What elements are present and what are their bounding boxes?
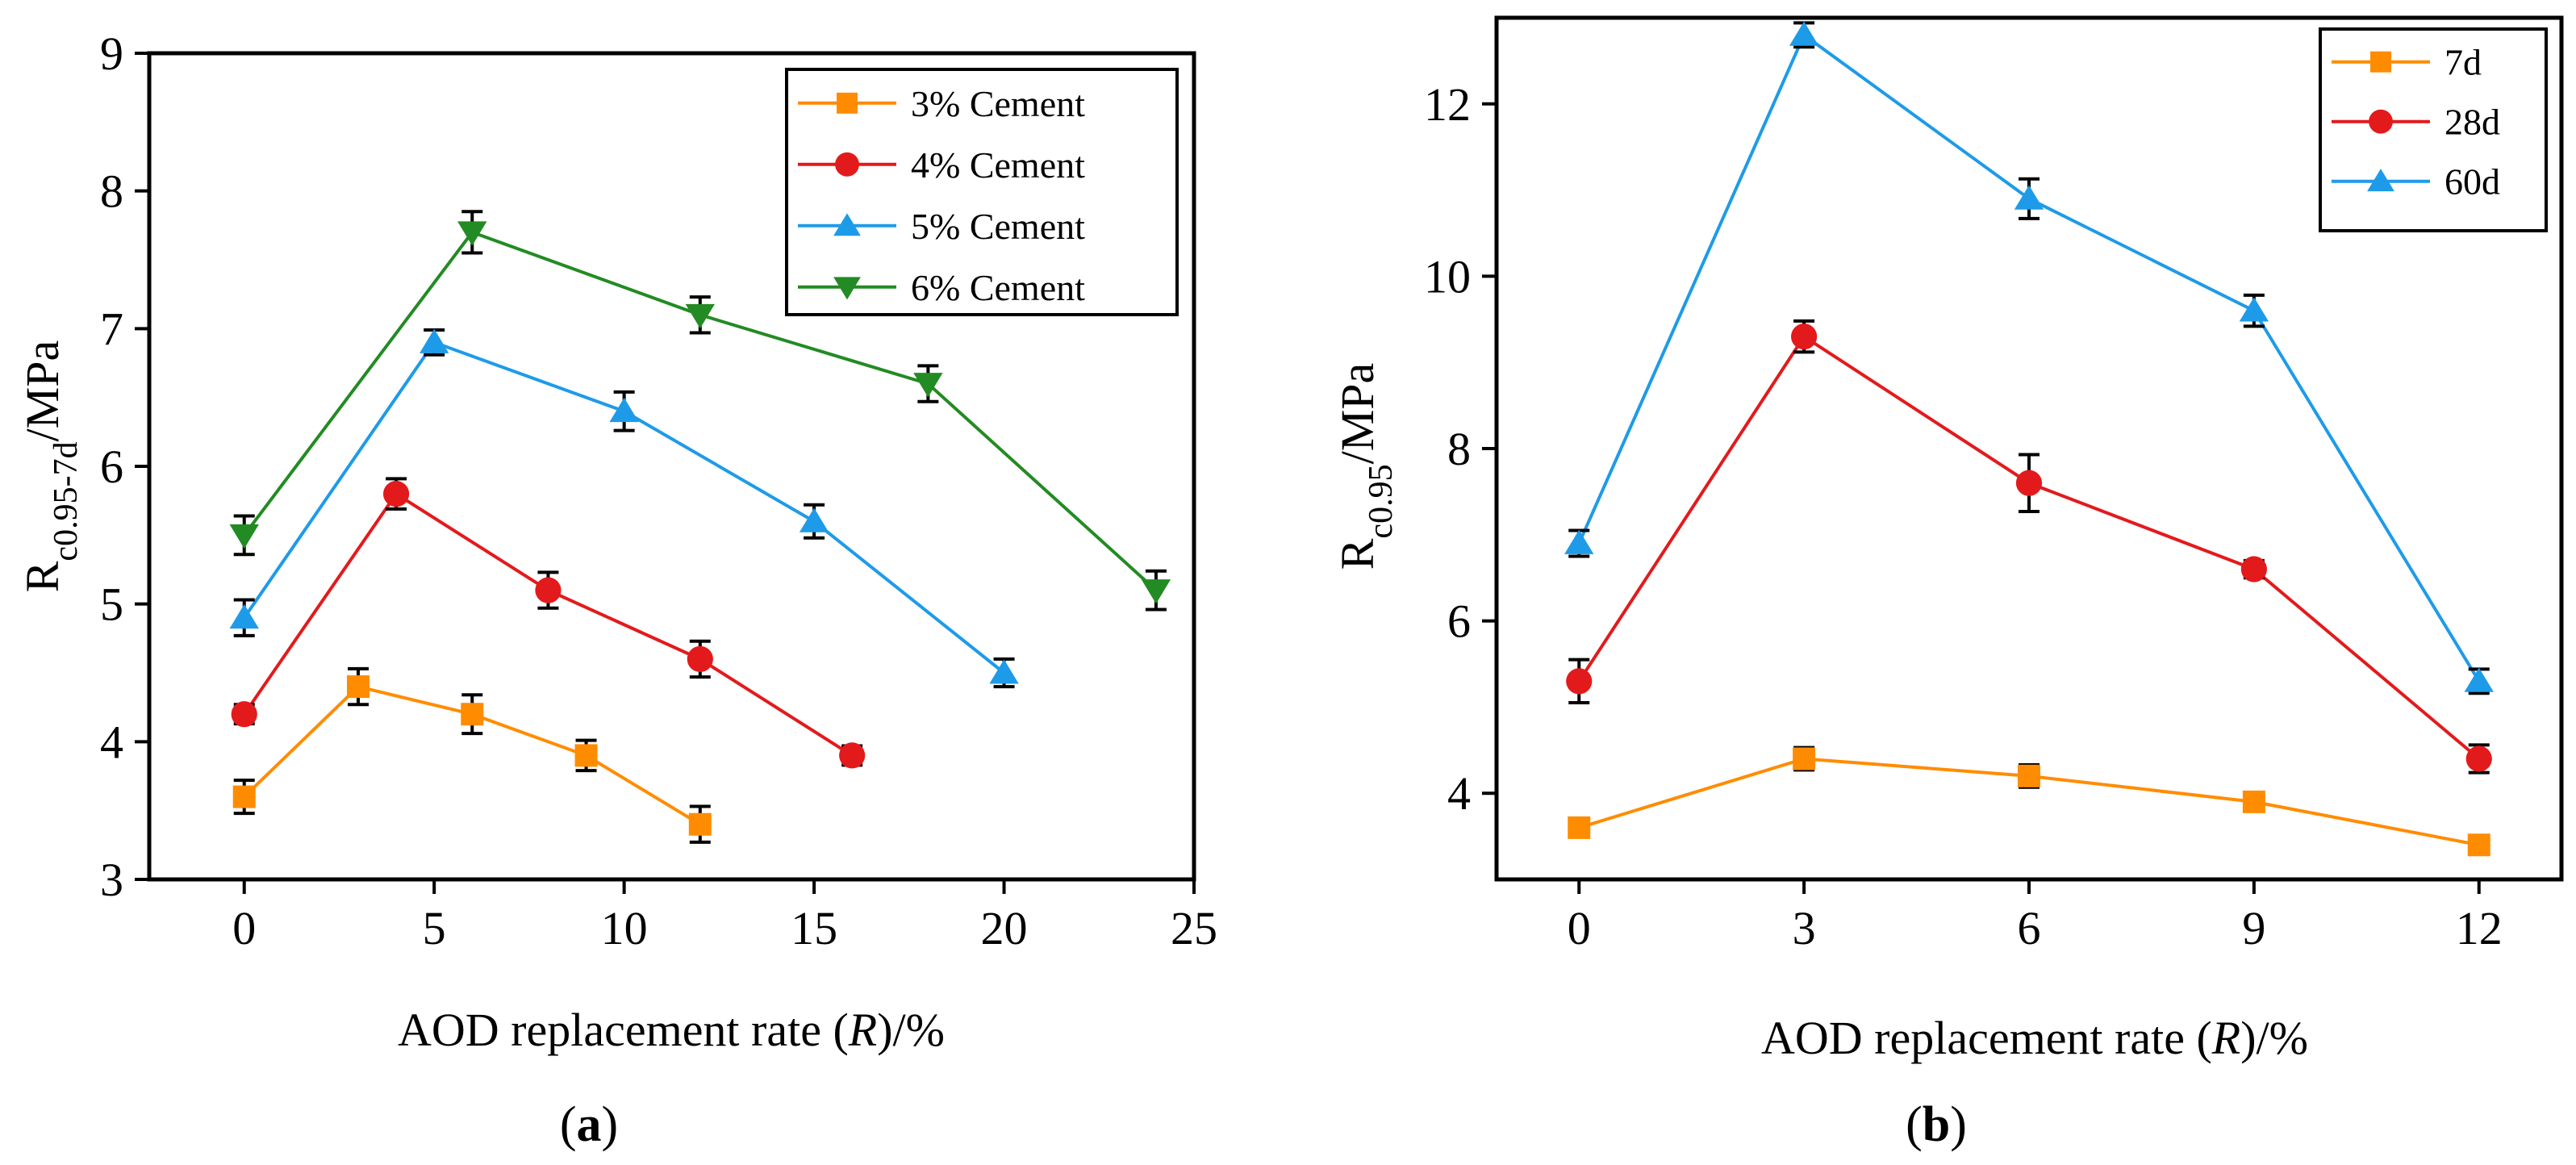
panel-b-legend-marker — [2370, 51, 2391, 73]
panel-a-y-tick-label: 8 — [100, 165, 123, 218]
panel-b-data-point — [1566, 668, 1593, 695]
panel-b-x-tick-label: 3 — [1793, 902, 1816, 954]
panel-a-legend-label: 4% Cement — [911, 144, 1085, 186]
panel-a: 0 5 10 15 20 25 3 4 5 6 7 8 9 3% Cement 4% Cement 5% C… — [16, 27, 1217, 1152]
panel-b-data-point — [2015, 470, 2043, 496]
panel-b-y-tick-label: 10 — [1424, 250, 1471, 303]
panel-a-data-point — [535, 577, 562, 603]
panel-a-data-point — [232, 785, 256, 808]
panel-a-x-tick-label: 0 — [232, 902, 256, 954]
panel-a-series-line — [243, 491, 854, 758]
panel-a-legend-label: 3% Cement — [911, 83, 1085, 124]
panel-a-data-point — [799, 507, 829, 532]
panel-a-x-tick-label: 15 — [791, 902, 837, 954]
panel-a-x-tick-label: 25 — [1171, 902, 1217, 954]
panel-b-y-axis-label: Rc0.95/MPa — [1331, 363, 1400, 570]
panel-a-legend-marker — [833, 213, 861, 236]
panel-a-x-tick-label: 20 — [981, 902, 1028, 954]
panel-b-data-point — [1789, 21, 1819, 46]
panel-b-x-tick-label: 12 — [2456, 902, 2503, 954]
panel-b-data-point — [1564, 529, 1594, 554]
panel-a-data-point — [989, 659, 1019, 684]
panel-b-ticks: 0 3 6 9 12 4 6 8 10 12 — [1424, 78, 2503, 954]
panel-a-data-point — [609, 397, 639, 423]
panel-a-y-tick-label: 9 — [100, 27, 123, 80]
panel-b-series-line — [1577, 334, 2481, 761]
panel-b-legend-label: 7d — [2444, 42, 2482, 83]
panel-a-data-point — [839, 742, 866, 769]
panel-a-data-point — [231, 701, 257, 728]
panel-a-legend-label: 5% Cement — [911, 206, 1085, 247]
panel-b-legend-label: 28d — [2444, 102, 2500, 143]
panel-a-data-point — [229, 524, 259, 549]
panel-b-data-point — [2467, 833, 2490, 857]
panel-a-data-point — [1141, 579, 1171, 604]
panel-b-legend-marker — [2367, 169, 2394, 192]
panel-a-series-3 — [229, 210, 1171, 612]
panel-b-x-tick-label: 0 — [1568, 902, 1591, 954]
panel-b-data-point — [2018, 764, 2040, 787]
panel-a-x-tick-label: 10 — [601, 902, 648, 954]
panel-b-label: (b) — [1906, 1097, 1967, 1152]
panel-a-data-point — [229, 603, 259, 629]
panel-b-data-point — [2240, 556, 2267, 582]
panel-b-x-axis-label: AOD replacement rate (R)/% — [1761, 1012, 2308, 1064]
panel-a-data-point — [457, 221, 487, 246]
panel-b-y-tick-label: 6 — [1447, 595, 1471, 648]
panel-a-data-point — [347, 675, 369, 699]
panel-b-data-point — [2014, 185, 2044, 210]
panel-a-y-tick-label: 4 — [100, 716, 123, 768]
panel-b-data-point — [1568, 816, 1591, 839]
panel-b-data-point — [2239, 297, 2269, 322]
panel-b-y-tick-label: 4 — [1447, 767, 1471, 820]
panel-a-legend-marker — [837, 92, 858, 114]
panel-b-legend-label: 60d — [2444, 161, 2500, 203]
panel-b-x-tick-label: 9 — [2242, 902, 2265, 954]
panel-a-ticks: 0 5 10 15 20 25 3 4 5 6 7 8 9 — [100, 27, 1217, 954]
panel-b-data-point — [1793, 747, 1816, 770]
panel-a-data-point — [685, 303, 716, 329]
panel-b-y-tick-label: 8 — [1447, 423, 1471, 475]
panel-a-y-tick-label: 6 — [100, 441, 123, 493]
panel-b-x-tick-label: 6 — [2018, 902, 2041, 954]
panel-b-data-point — [2465, 745, 2492, 772]
panel-b: 0 3 6 9 12 4 6 8 10 12 7d 28d 60d AOD replacement r… — [1331, 15, 2564, 1152]
panel-a-x-tick-label: 5 — [423, 902, 446, 954]
panel-a-legend-marker — [835, 152, 859, 177]
panel-b-legend-marker — [2369, 109, 2393, 134]
panel-a-y-tick-label: 3 — [100, 854, 123, 906]
panel-a-legend-marker — [833, 277, 861, 300]
panel-b-legend: 7d 28d 60d — [2319, 27, 2548, 232]
panel-a-data-point — [574, 744, 598, 767]
panel-b-y-tick-label: 12 — [1424, 78, 1471, 131]
panel-a-data-point — [419, 328, 449, 353]
panel-a-data-point — [688, 812, 712, 836]
panel-a-y-tick-label: 7 — [100, 303, 123, 355]
panel-b-plot — [1564, 21, 2494, 857]
panel-b-legend-box — [2319, 27, 2548, 232]
panel-b-data-point — [2242, 790, 2265, 813]
panel-b-series-0 — [1568, 745, 2490, 857]
panel-a-series-2 — [229, 328, 1019, 689]
panel-a-series-1 — [231, 477, 866, 769]
panel-a-y-axis-label: Rc0.95-7d/MPa — [16, 340, 85, 593]
panel-b-data-point — [1791, 324, 1818, 350]
panel-a-data-point — [461, 703, 484, 726]
panel-b-series-2 — [1564, 21, 2494, 695]
panel-a-series-0 — [232, 666, 712, 844]
panel-a-legend-label: 6% Cement — [911, 267, 1085, 308]
panel-a-legend: 3% Cement 4% Cement 5% Cement 6% Cement — [785, 68, 1179, 316]
panel-a-plot — [229, 210, 1171, 844]
panel-b-series-1 — [1566, 319, 2492, 775]
panel-a-x-axis-label: AOD replacement rate (R)/% — [398, 1004, 945, 1056]
panel-a-label: (a) — [560, 1097, 618, 1152]
panel-b-data-point — [2464, 667, 2494, 692]
panel-a-y-tick-label: 5 — [100, 578, 123, 631]
panel-a-data-point — [913, 373, 943, 398]
panel-a-data-point — [687, 645, 713, 673]
panel-a-data-point — [382, 481, 410, 507]
